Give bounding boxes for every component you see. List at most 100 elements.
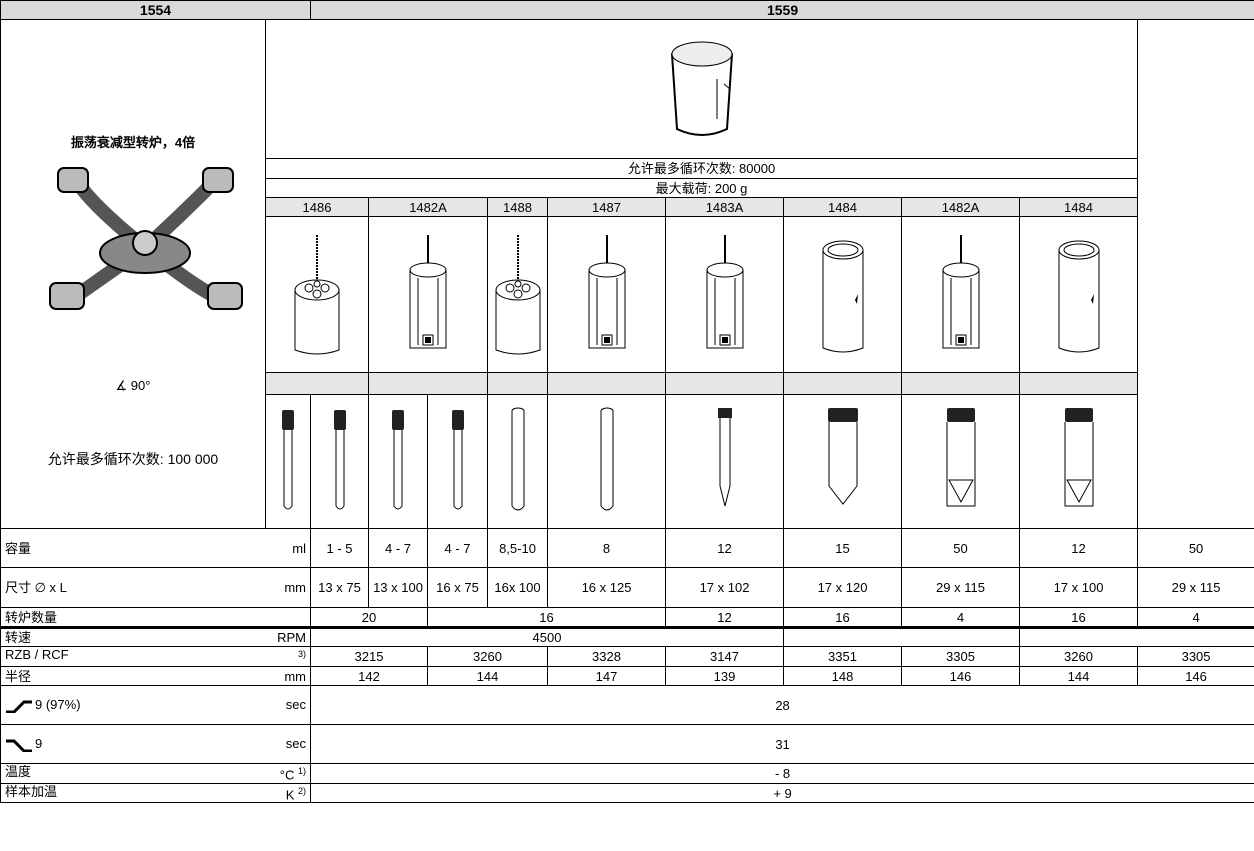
tube-image (597, 406, 617, 516)
rotor-cell: 振荡衰减型转炉，4倍 ∡ 90° 允许最多循环次数: 100 000 (0, 19, 266, 529)
graphic (452, 410, 464, 509)
table-cell: 转速 RPM (0, 626, 311, 647)
cell-text: 4500 (310, 626, 784, 647)
table-cell (265, 18, 1138, 160)
cell-text: 3305 (901, 646, 1020, 667)
graphic (392, 410, 404, 509)
cell-text: 16 (1019, 607, 1138, 628)
rotor-image (49, 167, 243, 310)
cell-text: 3328 (547, 646, 666, 667)
table-cell (783, 371, 902, 395)
cell-text: 29 x 115 (901, 567, 1020, 608)
cell-text: 1487 (547, 197, 666, 218)
tube-image (330, 406, 350, 516)
table-cell (1019, 216, 1138, 373)
table-cell: 尺寸 ∅ x L mm (0, 567, 311, 608)
cell-text: 最大载荷: 200 g (265, 178, 1138, 199)
adapter-image (488, 230, 548, 360)
table-cell (1019, 393, 1138, 530)
graphic (943, 235, 979, 348)
graphic (823, 241, 863, 352)
graphic (716, 79, 730, 120)
text: K 2) (285, 785, 306, 803)
cell-text: 4 - 7 (368, 528, 428, 568)
graphic (496, 235, 540, 354)
table-cell (547, 216, 666, 373)
cell-text: 半径 (5, 668, 32, 684)
cell-text: ml (292, 540, 306, 556)
table-cell: 半径 mm (0, 666, 311, 686)
cell-text: 15 (783, 528, 902, 568)
graphic (1059, 241, 1099, 352)
cell-text: 144 (427, 666, 548, 686)
cell-text: mm (284, 580, 306, 595)
cell-text: RZB / RCF (5, 647, 69, 663)
cell-text: 1484 (783, 197, 902, 218)
graphic (295, 235, 339, 354)
table-cell (368, 393, 428, 530)
table-cell (265, 216, 369, 373)
cell-text: 9 (97%) (35, 697, 81, 713)
table-cell (368, 371, 488, 395)
table-cell: 样本加温 K 2) (0, 782, 311, 804)
cell-text: 1488 (487, 197, 548, 218)
table-cell: RZB / RCF 3) (0, 646, 311, 667)
graphic (6, 700, 32, 713)
cell-text: 3260 (1019, 646, 1138, 667)
cell-text: 容量 (5, 540, 32, 556)
adapter-image (398, 230, 458, 360)
cell-text: 50 (1136, 528, 1254, 568)
cell-text: 4 (1136, 607, 1254, 628)
table-cell (310, 393, 369, 530)
cell-text: 转炉数量 (5, 609, 58, 625)
cell-text: 139 (665, 666, 784, 686)
table-cell (487, 216, 548, 373)
text: 3) (298, 648, 306, 666)
cell-text: 1554 (0, 0, 311, 20)
table-cell (427, 393, 488, 530)
adapter-image (695, 230, 755, 360)
table-row: 1554 1559 (0, 0, 1254, 20)
graphic (132, 230, 158, 256)
table-row (1, 371, 1254, 395)
graphic (334, 410, 346, 509)
rotor-box: 振荡衰减型转炉，4倍 ∡ 90° 允许最多循环次数: 100 000 (2, 21, 265, 528)
cell-text: + 9 (309, 782, 1254, 804)
cell-text: 3305 (1136, 646, 1254, 667)
cell-text: 146 (1136, 666, 1254, 686)
spec-table: 1554 1559 振荡衰减型转炉，4倍 ∡ 90° 允许最多循环次数: 100 … (0, 0, 1254, 804)
cell-text: 31 (309, 724, 1254, 764)
table-cell (368, 216, 488, 373)
table-cell (783, 216, 902, 373)
table-row: 9 sec 31 (0, 724, 1254, 764)
cell-text: 50 (901, 528, 1020, 568)
cell-text: sec (285, 697, 306, 713)
cell-text: 28 (309, 685, 1254, 725)
table-row: 1486 1482A 1488 1487 1483A 1484 1482A 1484 (1, 197, 1254, 218)
cell-text: 16 x 75 (427, 567, 488, 608)
cell-text: 20 (310, 607, 428, 628)
cell-text: 13 x 100 (368, 567, 428, 608)
cell-text: 147 (547, 666, 666, 686)
table-row (1, 393, 1254, 530)
table-cell: 温度 °C 1) (0, 763, 311, 784)
cell-text: 16 x 125 (547, 567, 666, 608)
table-cell (901, 216, 1020, 373)
cell-text: 142 (310, 666, 428, 686)
cell-text: 1484 (1019, 197, 1138, 218)
graphic (828, 408, 858, 504)
table-cell (265, 393, 311, 530)
table-row: RZB / RCF 3) 3215 3260 3328 3147 3351 3305 3260 3… (0, 646, 1254, 667)
cell-text: 1483A (665, 197, 784, 218)
table-cell (265, 371, 369, 395)
cell-text: 9 (35, 736, 43, 752)
graphic (410, 235, 446, 348)
cell-text: K (285, 787, 295, 803)
cell-text: sec (285, 736, 306, 752)
cell-text: 3351 (783, 646, 902, 667)
cell-text: 3260 (427, 646, 548, 667)
cell-text: 3215 (310, 646, 428, 667)
table-cell (547, 393, 666, 530)
cell-text: 12 (1019, 528, 1138, 568)
